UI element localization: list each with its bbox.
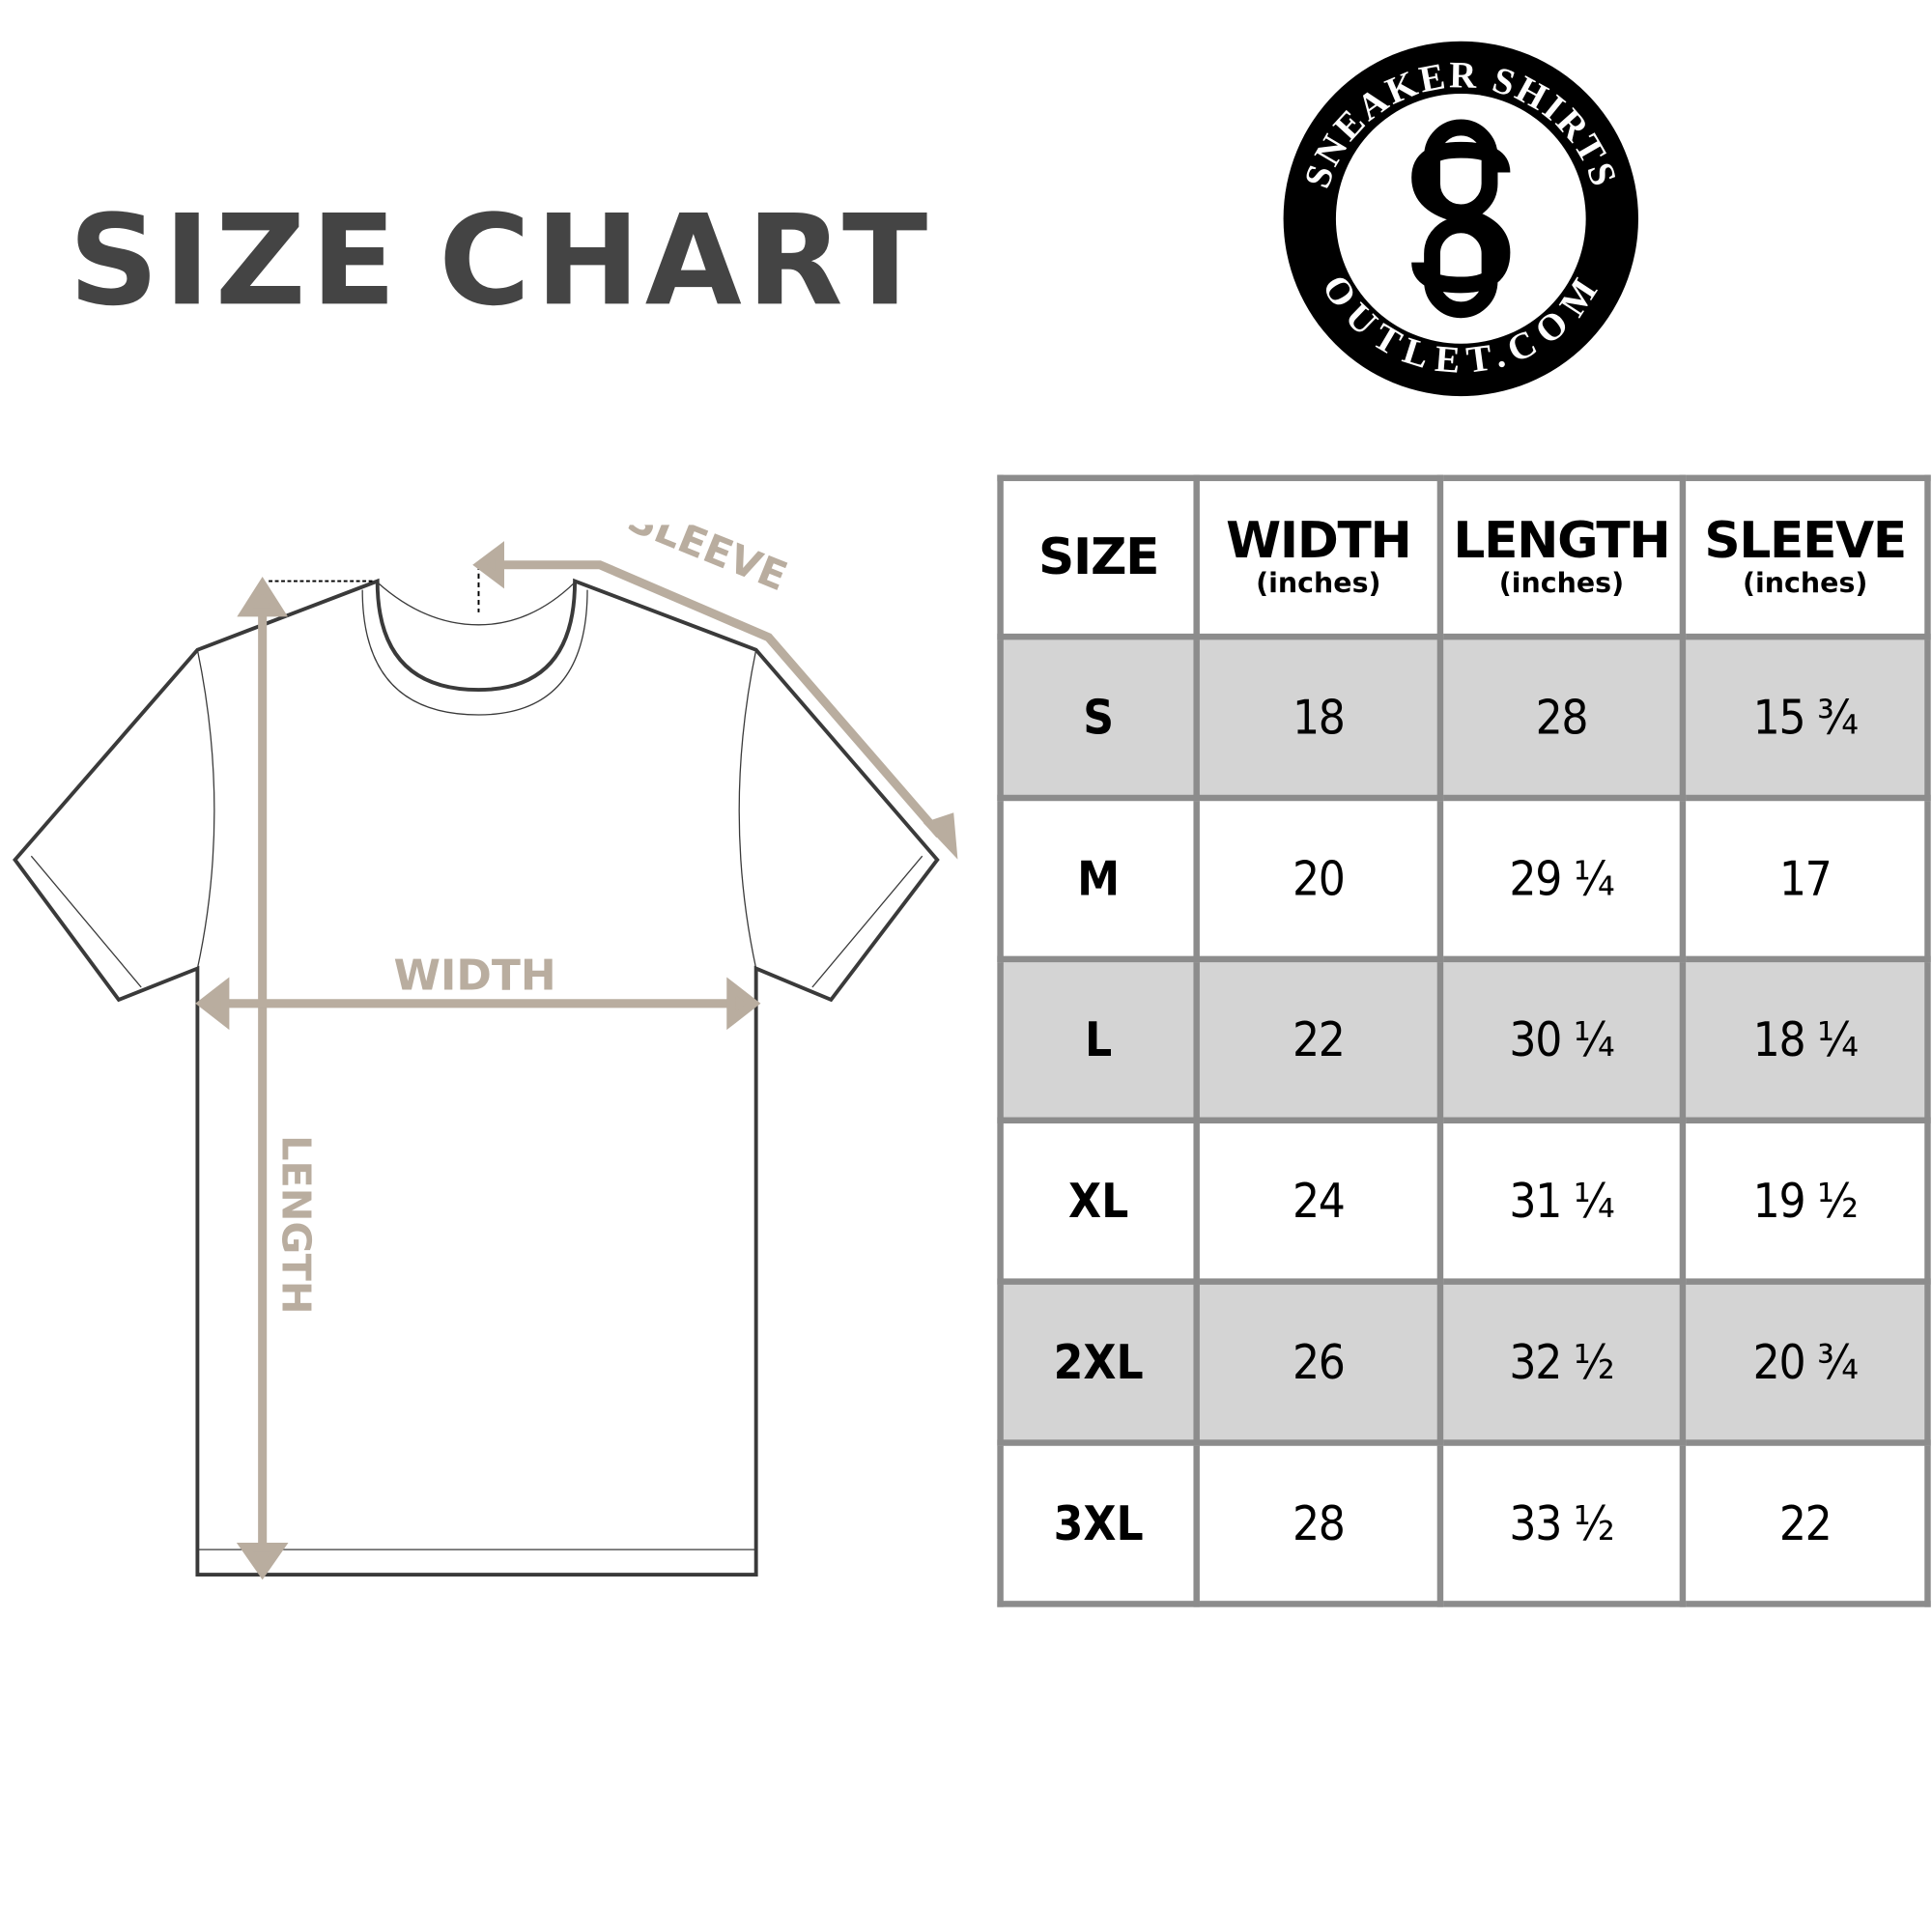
width-cell: 20: [1193, 794, 1444, 963]
header-sleeve-unit: (inches): [1742, 568, 1868, 600]
table-row: XL 24 31 ¼ 19 ½: [997, 1117, 1931, 1285]
table-row: S 18 28 15 ¾: [997, 633, 1931, 802]
width-arrow-icon: [195, 977, 761, 1031]
size-cell: 3XL: [997, 1439, 1200, 1607]
size-cell: L: [997, 955, 1200, 1124]
length-arrow-icon: [236, 576, 289, 1580]
header-length-label: LENGTH: [1453, 512, 1670, 570]
width-cell: 24: [1193, 1117, 1444, 1285]
length-cell: 29 ¼: [1436, 794, 1687, 963]
width-cell: 22: [1193, 955, 1444, 1124]
width-cell: 18: [1193, 633, 1444, 802]
tshirt-outline: [13, 578, 940, 1577]
sleeve-cell: 17: [1679, 794, 1931, 963]
sleeve-cell: 15 ¾: [1679, 633, 1931, 802]
header-length-unit: (inches): [1498, 568, 1625, 600]
header-size-label: SIZE: [1038, 528, 1160, 586]
size-cell: 2XL: [997, 1278, 1200, 1446]
table-row: 2XL 26 32 ½ 20 ¾: [997, 1278, 1931, 1446]
header-length: LENGTH (inches): [1436, 474, 1687, 640]
header-size: SIZE: [997, 474, 1200, 640]
tshirt-diagram: WIDTH LENGTH SLEEVE: [13, 525, 958, 1580]
header-width-unit: (inches): [1256, 568, 1381, 600]
title-word-size: SIZE: [69, 187, 402, 334]
table-header-row: SIZE WIDTH (inches) LENGTH (inches) SLEEVE…: [997, 474, 1931, 640]
table-row: M 20 29 ¼ 17: [997, 794, 1931, 963]
length-cell: 30 ¼: [1436, 955, 1687, 1124]
sleeve-cell: 22: [1679, 1439, 1931, 1607]
sleeve-cell: 19 ½: [1679, 1117, 1931, 1285]
width-cell: 26: [1193, 1278, 1444, 1446]
title-word-chart: CHART: [439, 187, 933, 334]
length-cell: 32 ½: [1436, 1278, 1687, 1446]
length-label: LENGTH: [272, 1135, 319, 1314]
length-cell: 33 ½: [1436, 1439, 1687, 1607]
monogram-icon: [1411, 119, 1511, 319]
header-width-label: WIDTH: [1226, 512, 1412, 570]
table-row: L 22 30 ¼ 18 ¼: [997, 955, 1931, 1124]
length-cell: 28: [1436, 633, 1687, 802]
size-cell: XL: [997, 1117, 1200, 1285]
size-cell: S: [997, 633, 1200, 802]
width-label: WIDTH: [394, 952, 556, 1001]
size-cell: M: [997, 794, 1200, 963]
header-width: WIDTH (inches): [1193, 474, 1444, 640]
page-title: SIZE CHART: [69, 187, 970, 333]
width-cell: 28: [1193, 1439, 1444, 1607]
sleeve-arrow-icon: [472, 541, 958, 860]
header-sleeve-label: SLEEVE: [1704, 512, 1907, 570]
length-cell: 31 ¼: [1436, 1117, 1687, 1285]
header-sleeve: SLEEVE (inches): [1679, 474, 1931, 640]
brand-logo: SNEAKER SHIRTS OUTLET.COM: [1283, 41, 1638, 397]
size-table: SIZE WIDTH (inches) LENGTH (inches) SLEEVE…: [997, 474, 1931, 1607]
sleeve-cell: 20 ¾: [1679, 1278, 1931, 1446]
table-row: 3XL 28 33 ½ 22: [997, 1439, 1931, 1607]
sleeve-cell: 18 ¼: [1679, 955, 1931, 1124]
